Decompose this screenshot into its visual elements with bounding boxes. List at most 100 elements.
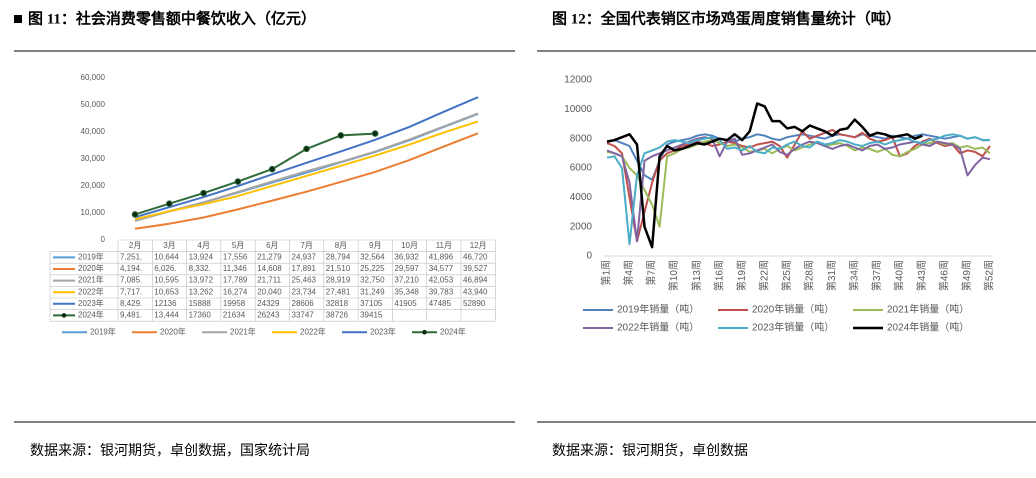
table-cell: 39,527 [463, 264, 488, 273]
series-line [134, 132, 479, 230]
table-cell: 21,279 [257, 253, 282, 262]
table-cell: 21,711 [257, 276, 281, 285]
table-header: 2月 [129, 241, 141, 250]
table-header: 10月 [401, 241, 418, 250]
x-tick-label: 第43周 [915, 260, 928, 291]
table-row-label: 2020年 [78, 263, 104, 273]
table-cell: 35,348 [394, 287, 419, 296]
series-line [606, 139, 991, 228]
table-cell: 24,937 [292, 253, 317, 262]
legend-label: 2021年销量（吨） [887, 303, 969, 316]
x-tick-label: 第10周 [667, 260, 680, 291]
table-cell: 15888 [189, 299, 212, 308]
legend-label: 2023年销量（吨） [752, 321, 834, 334]
series-line [134, 120, 479, 221]
y-tick-label: 30,000 [81, 154, 106, 163]
table-key-marker [61, 313, 67, 318]
table-header: 12月 [470, 241, 487, 250]
table-cell: 21634 [223, 311, 246, 320]
table-cell: 20,040 [257, 287, 282, 296]
table-cell: 37105 [360, 299, 383, 308]
legend-label: 2023年 [370, 326, 396, 336]
table-cell: 17,556 [223, 253, 248, 262]
table-cell: 23,734 [292, 287, 317, 296]
table-cell: 28,794 [326, 253, 351, 262]
y-tick-label: 0 [101, 235, 106, 244]
table-cell: 6,026. [154, 264, 176, 273]
series-line [606, 128, 991, 243]
y-tick-label: 12000 [564, 75, 592, 86]
source-note: 数据来源：银河期货，卓创数据 [552, 442, 748, 459]
series-line [134, 132, 376, 216]
y-tick-label: 10,000 [81, 208, 106, 217]
table-cell: 42,053 [429, 276, 454, 285]
series-line [606, 102, 923, 249]
legend-label: 2020年 [160, 326, 186, 336]
table-row-label: 2024年 [78, 310, 104, 320]
table-cell: 11,346 [223, 264, 247, 273]
y-tick-label: 8000 [570, 133, 593, 144]
table-row-label: 2022年 [78, 286, 104, 296]
table-header: 7月 [300, 241, 312, 250]
table-cell: 43,940 [463, 287, 488, 296]
legend-label: 2020年销量（吨） [752, 303, 834, 316]
table-cell: 52890 [463, 299, 486, 308]
x-tick-label: 第7周 [645, 260, 658, 286]
y-tick-label: 6000 [570, 163, 593, 174]
table-cell: 25,225 [360, 264, 385, 273]
table-cell: 13,972 [189, 276, 214, 285]
legend-label: 2024年销量（吨） [887, 321, 969, 334]
table-cell: 21,510 [326, 264, 351, 273]
table-cell: 4,194. [120, 264, 142, 273]
table-cell: 36,932 [394, 253, 419, 262]
table-cell: 26243 [257, 311, 280, 320]
table-cell: 37,210 [394, 276, 419, 285]
table-cell: 19958 [223, 299, 246, 308]
table-cell: 7,085. [120, 276, 142, 285]
x-tick-label: 第22周 [757, 260, 770, 291]
table-row-label: 2023年 [78, 298, 104, 308]
table-header: 6月 [266, 241, 278, 250]
table-cell: 39415 [360, 311, 383, 320]
table-cell: 46,720 [463, 253, 488, 262]
table-cell: 8,332. [189, 264, 211, 273]
legend-label: 2022年销量（吨） [617, 321, 699, 334]
table-cell: 32818 [326, 299, 349, 308]
table-row-label: 2019年 [78, 252, 104, 262]
x-tick-label: 第52周 [983, 260, 996, 291]
series-line [606, 133, 990, 181]
figure-title: 图 12：全国代表销区市场鸡蛋周度销售量统计（吨） [552, 9, 901, 27]
table-cell: 14,608 [257, 264, 282, 273]
y-tick-label: 10000 [564, 104, 592, 115]
point-marker [337, 132, 345, 139]
table-cell: 16,274 [223, 287, 248, 296]
y-tick-label: 40,000 [81, 127, 106, 136]
table-cell: 33747 [292, 311, 315, 320]
table-cell: 47485 [429, 299, 452, 308]
table-cell: 13,444 [154, 311, 179, 320]
table-header: 11月 [436, 241, 452, 250]
table-cell: 39,783 [429, 287, 454, 296]
table-header: 5月 [232, 241, 244, 250]
y-tick-label: 0 [586, 251, 592, 262]
legend-label: 2021年 [230, 326, 256, 336]
legend-marker [422, 329, 427, 335]
table-cell: 10,595 [154, 276, 179, 285]
table-cell: 32,564 [360, 253, 385, 262]
source-note: 数据来源：银河期货，卓创数据，国家统计局 [30, 442, 310, 459]
y-tick-label: 20,000 [81, 181, 106, 190]
table-cell: 7,717. [120, 287, 142, 296]
table-cell: 28606 [292, 299, 315, 308]
series-line [134, 96, 479, 219]
table-cell: 8,429. [120, 299, 142, 308]
x-tick-label: 第13周 [690, 260, 703, 291]
table-cell: 28,919 [326, 276, 351, 285]
point-marker [371, 130, 379, 137]
table-cell: 46,894 [463, 276, 488, 285]
figure-title: 图 11：社会消费零售额中餐饮收入（亿元） [28, 9, 316, 27]
table-row-label: 2021年 [78, 275, 104, 285]
x-tick-label: 第49周 [960, 260, 973, 291]
table-header: 9月 [369, 241, 381, 250]
